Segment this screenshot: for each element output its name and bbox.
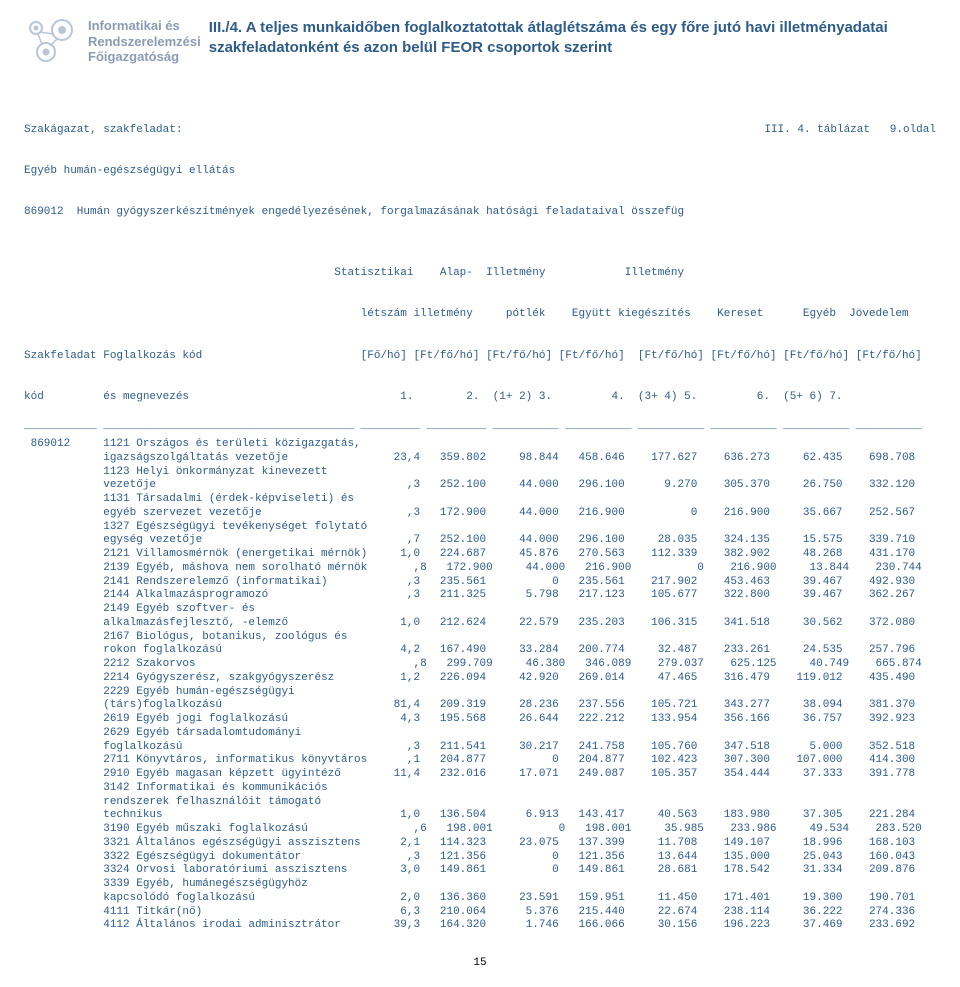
table-row: egyéb szervezet vezetője ,3 172.900 44.0… (24, 507, 936, 521)
col-header-l4: kód és megnevezés 1. 2. (1+ 2) 3. 4. (3+… (24, 391, 936, 405)
table-row: vezetője ,3 252.100 44.000 296.100 9.270… (24, 479, 936, 493)
table-row: igazságszolgáltatás vezetője 23,4 359.80… (24, 452, 936, 466)
table-row: 2167 Biológus, botanikus, zoológus és (24, 631, 936, 645)
table-row: foglalkozású ,3 211.541 30.217 241.758 1… (24, 741, 936, 755)
table-row: 2214 Gyógyszerész, szakgyógyszerész 1,2 … (24, 672, 936, 686)
table-row: 2139 Egyéb, máshova nem sorolható mérnök… (24, 562, 936, 576)
table-row: 3321 Általános egészségügyi asszisztens … (24, 837, 936, 851)
section-header: Szakágazat, szakfeladat: III. 4. tábláza… (24, 96, 936, 234)
table-row: kapcsolódó foglalkozású 2,0 136.360 23.5… (24, 892, 936, 906)
table-row: 3339 Egyéb, humánegészségügyhöz (24, 878, 936, 892)
table-row: 1123 Helyi önkormányzat kinevezett (24, 466, 936, 480)
page-indicator: III. 4. táblázat 9.oldal (764, 124, 936, 138)
table-column-headers: Statisztikai Alap- Illetmény Illetmény l… (24, 240, 936, 419)
table-row: 2229 Egyéb humán-egészségügyi (24, 686, 936, 700)
table-rule: ___________ ____________________________… (24, 420, 936, 434)
col-header-l3: Szakfeladat Foglalkozás kód [Fő/hó] [Ft/… (24, 350, 936, 364)
table-row: 4112 Általános irodai adminisztrátor 39,… (24, 919, 936, 933)
col-header-l2: létszám illetmény pótlék Együtt kiegészí… (24, 308, 936, 322)
table-row: rendszerek felhasználóit támogató (24, 796, 936, 810)
brand-text: Informatikai és Rendszerelemzési Főigazg… (88, 18, 201, 65)
table-row: (társ)foglalkozású 81,4 209.319 28.236 2… (24, 699, 936, 713)
table-row: 2619 Egyéb jogi foglalkozású 4,3 195.568… (24, 713, 936, 727)
table-row: 2910 Egyéb magasan képzett ügyintéző 11,… (24, 768, 936, 782)
brand-line-2: Rendszerelemzési (88, 34, 201, 50)
sector-line-2: Egyéb humán-egészségügyi ellátás (24, 165, 936, 179)
table-row: rokon foglalkozású 4,2 167.490 33.284 20… (24, 644, 936, 658)
table-row: 3322 Egészségügyi dokumentátor ,3 121.35… (24, 851, 936, 865)
table-row: 2121 Villamosmérnök (energetikai mérnök)… (24, 548, 936, 562)
brand-line-1: Informatikai és (88, 18, 201, 34)
table-row: egység vezetője ,7 252.100 44.000 296.10… (24, 534, 936, 548)
table-row: alkalmazásfejlesztő, -elemző 1,0 212.624… (24, 617, 936, 631)
page-header: Informatikai és Rendszerelemzési Főigazg… (24, 18, 936, 66)
sector-label: Szakágazat, szakfeladat: (24, 124, 182, 138)
table-row: 3190 Egyéb műszaki foglalkozású ,6 198.0… (24, 823, 936, 837)
sector-line-3: 869012 Humán gyógyszerkészítmények enged… (24, 206, 936, 220)
col-header-l1: Statisztikai Alap- Illetmény Illetmény (24, 267, 936, 281)
table-row: 4111 Titkár(nő) 6,3 210.064 5.376 215.44… (24, 906, 936, 920)
brand-line-3: Főigazgatóság (88, 49, 201, 65)
table-row: 2141 Rendszerelemző (informatikai) ,3 23… (24, 576, 936, 590)
table-row: 2711 Könyvtáros, informatikus könyvtáros… (24, 754, 936, 768)
table-row: 869012 1121 Országos és területi közigaz… (24, 438, 936, 452)
page-title: III./4. A teljes munkaidőben foglalkozta… (209, 18, 936, 57)
table-row: 2144 Alkalmazásprogramozó ,3 211.325 5.7… (24, 589, 936, 603)
page-number: 15 (24, 957, 936, 969)
table-row: 2629 Egyéb társadalomtudományi (24, 727, 936, 741)
table-rows: 869012 1121 Országos és területi közigaz… (24, 438, 936, 933)
table-row: 1327 Egészségügyi tevékenységet folytató (24, 521, 936, 535)
table-row: 2212 Szakorvos ,8 299.709 46.380 346.089… (24, 658, 936, 672)
table-row: 1131 Társadalmi (érdek-képviseleti) és (24, 493, 936, 507)
table-row: 3324 Orvosi laboratóriumi asszisztens 3,… (24, 864, 936, 878)
table-row: 2149 Egyéb szoftver- és (24, 603, 936, 617)
logo-graphic (24, 18, 80, 66)
table-row: technikus 1,0 136.504 6.913 143.417 40.5… (24, 809, 936, 823)
table-row: 3142 Informatikai és kommunikációs (24, 782, 936, 796)
